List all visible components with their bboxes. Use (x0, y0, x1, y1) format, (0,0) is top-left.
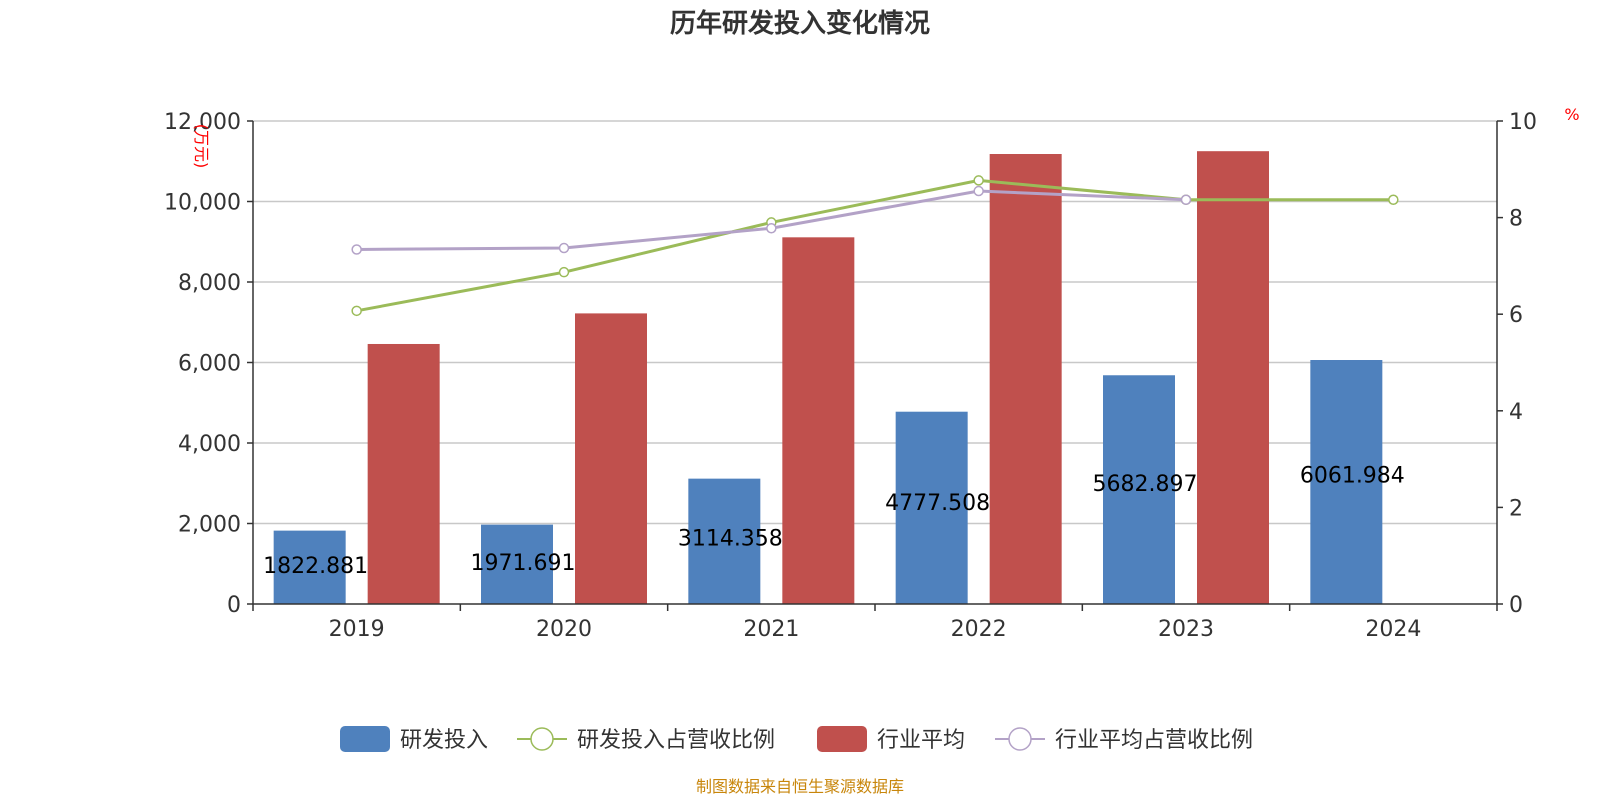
y-left-tick-label: 4,000 (178, 432, 241, 457)
axes: 0 2,000 4,000 6,000 8,000 10,000 12,000 0 2 4 6 8 10… (164, 110, 1537, 642)
legend-swatch-marker (530, 727, 554, 751)
data-labels: 1822.881 1971.691 3114.358 4777.508 5682.897… (263, 464, 1405, 579)
bar-行业平均 (782, 237, 855, 604)
point-行业平均占营收比例 (558, 242, 570, 254)
legend-label: 行业平均占营收比例 (1055, 728, 1253, 753)
bar-研发投入 (481, 524, 553, 604)
data-label: 5682.897 (1093, 472, 1198, 497)
point-研发投入占营收比例 (558, 266, 570, 278)
bar-研发投入 (1103, 375, 1175, 604)
x-tick-label: 2024 (1365, 617, 1421, 642)
y-left-tick-label: 0 (227, 593, 241, 618)
y-right-tick-label: 10 (1509, 110, 1537, 135)
y-left-tick-label: 10,000 (164, 191, 241, 216)
data-label: 1971.691 (471, 551, 576, 576)
x-tick-label: 2021 (743, 617, 799, 642)
bar-研发投入 (1310, 360, 1383, 604)
point-研发投入占营收比例 (973, 175, 984, 186)
bar-行业平均 (989, 154, 1062, 604)
left-axis-unit: (万元) (192, 124, 211, 169)
y-right-tick-label: 6 (1509, 303, 1523, 328)
bars (273, 151, 1383, 604)
legend-swatch (340, 726, 390, 752)
data-label: 3114.358 (678, 527, 783, 552)
chart-title: 历年研发投入变化情况 (670, 8, 930, 39)
x-tick-label: 2022 (951, 617, 1007, 642)
line-研发投入占营收比例 (356, 178, 1394, 313)
y-left-tick-label: 8,000 (178, 271, 241, 296)
legend-label: 研发投入 (400, 728, 488, 753)
x-tick-label: 2020 (536, 617, 592, 642)
lines (351, 175, 1399, 317)
data-label: 4777.508 (885, 491, 990, 516)
legend-label: 行业平均 (877, 728, 965, 753)
point-行业平均占营收比例 (973, 185, 984, 197)
point-研发投入占营收比例 (1388, 194, 1399, 205)
point-行业平均占营收比例 (766, 222, 777, 234)
x-tick-label: 2019 (329, 617, 385, 642)
bar-研发投入 (895, 411, 968, 604)
bar-行业平均 (1197, 151, 1269, 604)
legend-swatch (817, 726, 867, 752)
point-行业平均占营收比例 (1180, 194, 1192, 205)
legend: 研发投入 研发投入占营收比例 行业平均 行业平均占营收比例 (340, 726, 1253, 753)
legend-label: 研发投入占营收比例 (577, 728, 775, 753)
legend-swatch-marker (1008, 727, 1032, 751)
data-label: 1822.881 (263, 554, 368, 579)
source-note: 制图数据来自恒生聚源数据库 (696, 777, 904, 796)
point-行业平均占营收比例 (351, 244, 362, 255)
bar-行业平均 (575, 313, 647, 604)
data-label: 6061.984 (1300, 464, 1405, 489)
y-left-tick-label: 2,000 (178, 513, 241, 538)
point-研发投入占营收比例 (351, 305, 362, 317)
bar-研发投入 (688, 478, 761, 604)
bar-行业平均 (367, 343, 440, 604)
y-left-tick-label: 6,000 (178, 352, 241, 377)
y-right-tick-label: 8 (1509, 207, 1523, 232)
y-left-tick-label: 12,000 (164, 110, 241, 135)
y-right-tick-label: 2 (1509, 496, 1523, 521)
bar-研发投入 (273, 530, 346, 604)
y-right-tick-label: 0 (1509, 593, 1523, 618)
right-axis-unit: % (1564, 105, 1579, 124)
x-tick-label: 2023 (1158, 617, 1214, 642)
y-right-tick-label: 4 (1509, 400, 1523, 425)
